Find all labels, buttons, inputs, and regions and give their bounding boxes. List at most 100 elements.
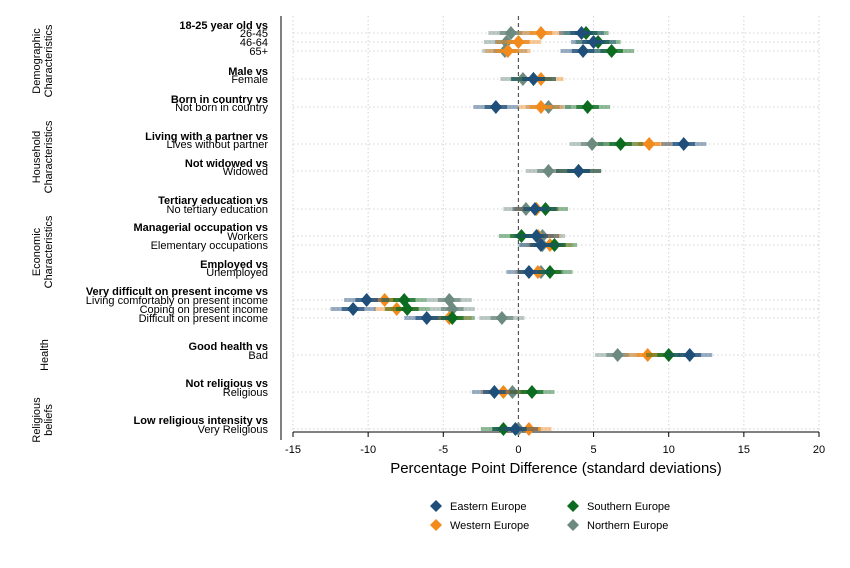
data-marks <box>330 26 713 436</box>
point-estimate-diamond <box>522 422 535 436</box>
marker-eastern-europe <box>512 202 558 216</box>
x-tick-label: 0 <box>515 444 521 456</box>
row-label: Not born in country <box>175 102 268 114</box>
point-estimate-diamond <box>542 164 555 178</box>
point-estimate-diamond <box>614 137 627 151</box>
marker-western-europe <box>485 44 531 58</box>
row-header: Low religious intensity vs <box>134 415 268 427</box>
row-label: Unemployed <box>206 267 268 279</box>
point-estimate-diamond <box>488 385 501 399</box>
marker-eastern-europe <box>560 44 606 58</box>
point-estimate-diamond <box>446 311 459 325</box>
marker-northern-europe <box>525 164 572 178</box>
legend-item: Western Europe <box>430 519 529 532</box>
marker-northern-europe <box>569 137 615 151</box>
point-estimate-diamond <box>522 265 535 279</box>
marker-eastern-europe <box>506 265 552 279</box>
marker-western-europe <box>495 35 541 49</box>
point-estimate-diamond <box>543 265 556 279</box>
legend-item: Southern Europe <box>567 500 670 513</box>
legend-swatch <box>430 519 442 531</box>
marker-eastern-europe <box>510 72 556 86</box>
point-estimate-diamond <box>534 100 547 114</box>
point-estimate-diamond <box>641 348 654 362</box>
marker-western-europe <box>518 26 564 40</box>
x-tick-label: 10 <box>663 444 675 456</box>
group-label: Religious <box>31 397 43 443</box>
marker-western-europe <box>625 348 671 362</box>
marker-southern-europe <box>429 311 475 325</box>
row-label: Elementary occupations <box>151 240 269 252</box>
marker-eastern-europe <box>667 348 713 362</box>
legend-item: Northern Europe <box>567 519 668 532</box>
point-estimate-diamond <box>530 229 543 243</box>
point-estimate-diamond <box>611 348 624 362</box>
point-estimate-diamond <box>534 26 547 40</box>
point-estimate-diamond <box>495 311 508 325</box>
point-estimate-diamond <box>401 302 414 316</box>
point-estimate-diamond <box>528 202 541 216</box>
marker-southern-europe <box>589 44 635 58</box>
legend-swatch <box>567 500 579 512</box>
marker-southern-europe <box>598 137 644 151</box>
point-estimate-diamond <box>586 137 599 151</box>
group-label: Characteristics <box>43 24 55 97</box>
point-estimate-diamond <box>527 72 540 86</box>
marker-eastern-europe <box>492 422 538 436</box>
grid <box>292 16 820 432</box>
marker-western-europe <box>626 137 672 151</box>
group-label: Demographic <box>31 28 43 94</box>
row-header: Good health vs <box>189 341 268 353</box>
point-estimate-diamond <box>587 35 600 49</box>
marker-western-europe <box>362 293 408 307</box>
row-header: Living with a partner vs <box>145 131 268 143</box>
marker-eastern-europe <box>330 302 376 316</box>
row-label: Workers <box>227 231 268 243</box>
marker-southern-europe <box>498 229 544 243</box>
point-estimate-diamond <box>643 137 656 151</box>
row-label: Lives without partner <box>167 139 269 151</box>
point-estimate-diamond <box>515 229 528 243</box>
group-label: Economic <box>31 227 43 276</box>
x-tick-label: -5 <box>438 444 448 456</box>
group-label: beliefs <box>43 404 55 436</box>
marker-northern-europe <box>488 26 534 40</box>
row-header: Employed vs <box>200 259 268 271</box>
point-estimate-diamond <box>605 44 618 58</box>
point-estimate-diamond <box>525 385 538 399</box>
point-estimate-diamond <box>581 100 594 114</box>
group-label: Health <box>39 339 51 371</box>
marker-southern-europe <box>527 265 573 279</box>
marker-northern-europe <box>426 293 472 307</box>
legend-label: Southern Europe <box>587 501 670 513</box>
marker-northern-europe <box>479 311 525 325</box>
legend-item: Eastern Europe <box>430 500 526 513</box>
marker-eastern-europe <box>513 229 560 243</box>
point-estimate-diamond <box>662 348 675 362</box>
marker-eastern-europe <box>518 238 564 252</box>
row-label: Female <box>231 74 268 86</box>
x-tick-label: 15 <box>738 444 750 456</box>
point-estimate-diamond <box>677 137 690 151</box>
marker-southern-europe <box>480 422 526 436</box>
marker-eastern-europe <box>559 26 605 40</box>
marker-eastern-europe <box>471 385 517 399</box>
point-estimate-diamond <box>512 35 525 49</box>
group-label: Characteristics <box>43 215 55 288</box>
point-estimate-diamond <box>509 422 522 436</box>
row-label: 65+ <box>249 46 268 58</box>
row-label: 26-45 <box>240 28 268 40</box>
row-label: Very Religious <box>198 424 269 436</box>
row-label: 46-64 <box>240 37 268 49</box>
marker-northern-europe <box>483 35 529 49</box>
row-label: Living comfortably on present income <box>86 295 268 307</box>
legend-swatch <box>430 500 442 512</box>
point-estimate-diamond <box>534 238 547 252</box>
group-label: Characteristics <box>43 120 55 193</box>
point-estimate-diamond <box>577 44 590 58</box>
marker-northern-europe <box>595 348 641 362</box>
legend-label: Eastern Europe <box>450 501 526 513</box>
row-header: Managerial occupation vs <box>134 222 268 234</box>
x-axis-title: Percentage Point Difference (standard de… <box>390 460 722 477</box>
